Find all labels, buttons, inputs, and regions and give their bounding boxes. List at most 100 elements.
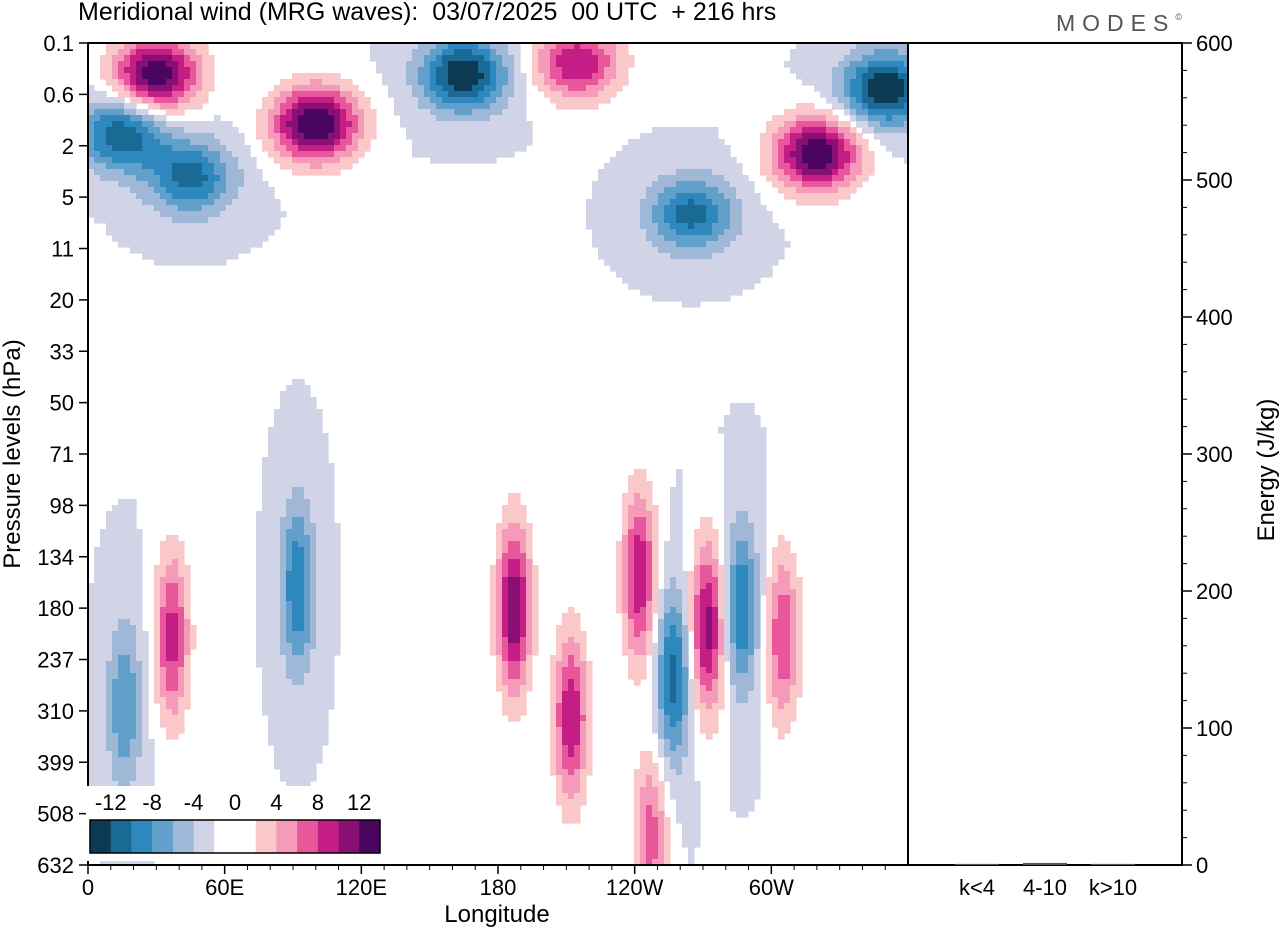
heatmap-cell (94, 589, 101, 596)
heatmap-cell (514, 643, 521, 650)
heatmap-cell (688, 199, 695, 206)
heatmap-cell (280, 667, 287, 674)
heatmap-cell (742, 541, 749, 548)
heatmap-cell (520, 571, 527, 578)
heatmap-cell (136, 49, 143, 56)
heatmap-cell (322, 487, 329, 494)
heatmap-cell (274, 115, 281, 122)
heatmap-cell (220, 151, 227, 158)
heatmap-cell (670, 571, 677, 578)
heatmap-cell (736, 499, 743, 506)
heatmap-cell (130, 235, 137, 242)
heatmap-cell (730, 415, 737, 422)
heatmap-cell (118, 145, 125, 152)
heatmap-cell (208, 55, 215, 62)
heatmap-cell (286, 145, 293, 152)
heatmap-cell (298, 91, 305, 98)
heatmap-cell (736, 451, 743, 458)
heatmap-cell (274, 667, 281, 674)
heatmap-cell (880, 97, 887, 104)
heatmap-cell (718, 151, 725, 158)
heatmap-cell (640, 505, 647, 512)
heatmap-cell (682, 187, 689, 194)
heatmap-cell (826, 187, 833, 194)
heatmap-cell (280, 421, 287, 428)
heatmap-cell (592, 91, 599, 98)
heatmap-cell (112, 643, 119, 650)
heatmap-cell (646, 541, 653, 548)
heatmap-cell (736, 169, 743, 176)
heatmap-cell (670, 505, 677, 512)
heatmap-cell (694, 259, 701, 266)
heatmap-cell (100, 655, 107, 662)
heatmap-cell (706, 583, 713, 590)
heatmap-cell (790, 169, 797, 176)
heatmap-cell (592, 241, 599, 248)
heatmap-cell (700, 283, 707, 290)
heatmap-cell (274, 631, 281, 638)
heatmap-cell (532, 43, 539, 50)
heatmap-cell (442, 145, 449, 152)
heatmap-cell (292, 91, 299, 98)
heatmap-cell (634, 619, 641, 626)
heatmap-cell (760, 499, 767, 506)
heatmap-cell (220, 193, 227, 200)
heatmap-cell (238, 199, 245, 206)
heatmap-cell (676, 163, 683, 170)
heatmap-cell (172, 145, 179, 152)
heatmap-cell (268, 607, 275, 614)
heatmap-cell (784, 553, 791, 560)
heatmap-cell (598, 55, 605, 62)
heatmap-cell (280, 529, 287, 536)
heatmap-cell (700, 643, 707, 650)
heatmap-cell (574, 655, 581, 662)
heatmap-cell (274, 427, 281, 434)
heatmap-cell (688, 229, 695, 236)
heatmap-cell (370, 55, 377, 62)
heatmap-cell (640, 607, 647, 614)
heatmap-cell (682, 301, 689, 308)
heatmap-cell (544, 67, 551, 74)
heatmap-cell (106, 577, 113, 584)
heatmap-cell (274, 577, 281, 584)
heatmap-cell (724, 523, 731, 530)
heatmap-cell (760, 547, 767, 554)
heatmap-cell (778, 619, 785, 626)
heatmap-cell (238, 235, 245, 242)
heatmap-cell (208, 133, 215, 140)
heatmap-cell (772, 115, 779, 122)
heatmap-cell (838, 61, 845, 68)
heatmap-cell (310, 553, 317, 560)
heatmap-cell (94, 187, 101, 194)
heatmap-cell (196, 175, 203, 182)
heatmap-cell (484, 127, 491, 134)
heatmap-cell (286, 577, 293, 584)
heatmap-cell (298, 649, 305, 656)
heatmap-cell (718, 577, 725, 584)
heatmap-cell (190, 121, 197, 128)
heatmap-cell (616, 607, 623, 614)
heatmap-cell (604, 235, 611, 242)
heatmap-cell (88, 619, 95, 626)
heatmap-cell (844, 91, 851, 98)
heatmap-cell (262, 475, 269, 482)
heatmap-cell (148, 163, 155, 170)
heatmap-cell (664, 247, 671, 254)
heatmap-cell (610, 211, 617, 218)
heatmap-cell (322, 145, 329, 152)
heatmap-cell (100, 187, 107, 194)
heatmap-cell (166, 169, 173, 176)
heatmap-cell (670, 253, 677, 260)
heatmap-cell (736, 481, 743, 488)
heatmap-cell (220, 133, 227, 140)
heatmap-cell (538, 49, 545, 56)
heatmap-cell (100, 109, 107, 116)
heatmap-cell (658, 667, 665, 674)
heatmap-cell (736, 469, 743, 476)
heatmap-cell (814, 115, 821, 122)
heatmap-cell (304, 403, 311, 410)
heatmap-cell (166, 589, 173, 596)
heatmap-cell (262, 499, 269, 506)
heatmap-cell (490, 583, 497, 590)
heatmap-cell (298, 451, 305, 458)
